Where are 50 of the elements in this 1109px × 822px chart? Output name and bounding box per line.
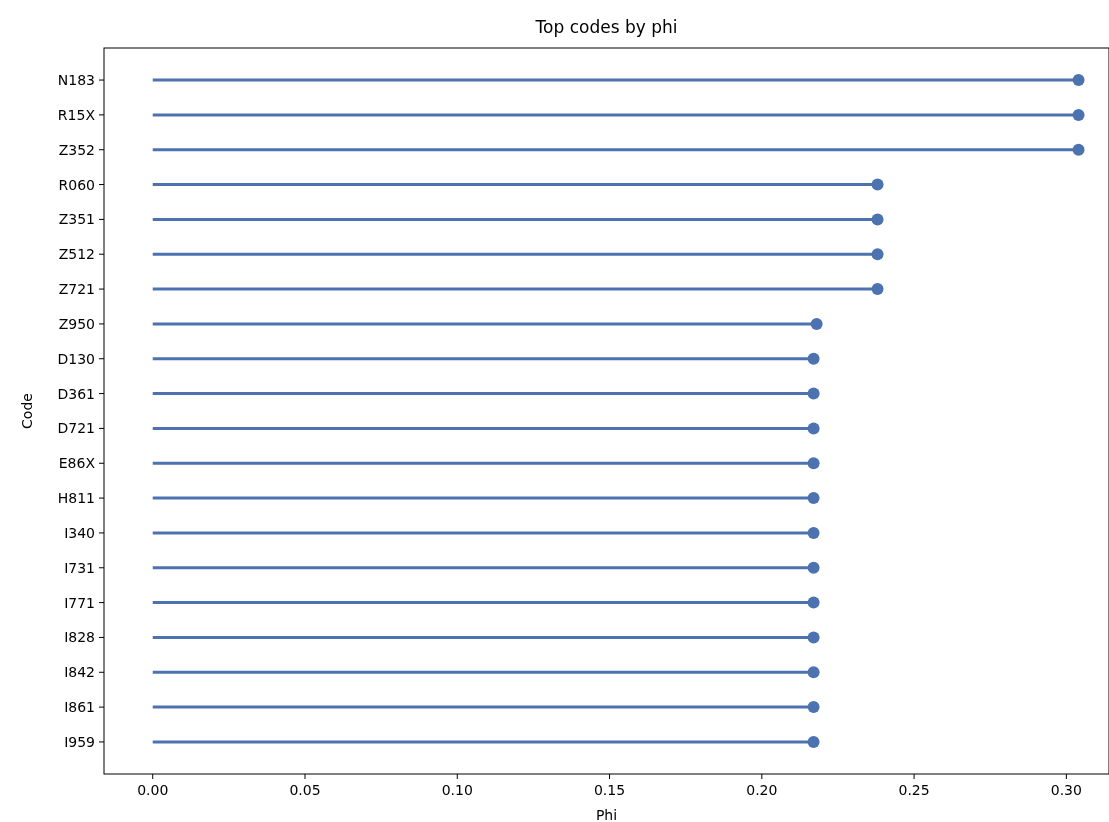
y-tick-label: I959 — [64, 733, 95, 750]
y-tick-label: I340 — [64, 524, 95, 541]
y-tick-label: N183 — [57, 72, 95, 89]
y-tick-label: R15X — [57, 106, 96, 123]
point — [807, 596, 820, 609]
point — [1072, 108, 1085, 121]
y-tick-label: Z721 — [58, 281, 95, 298]
y-tick-label: Z351 — [58, 211, 95, 228]
y-tick-label: D361 — [57, 385, 95, 402]
y-tick-label: D721 — [57, 420, 95, 437]
point — [871, 283, 884, 296]
point — [807, 666, 820, 679]
point — [1072, 74, 1085, 87]
chart-title: Top codes by phi — [534, 17, 678, 37]
x-tick-label: 0.00 — [137, 782, 169, 798]
y-tick-label: H811 — [57, 490, 95, 507]
point — [810, 317, 823, 330]
point — [807, 457, 820, 470]
point — [871, 178, 884, 191]
y-tick-label: I861 — [64, 699, 95, 716]
point — [1072, 143, 1085, 156]
y-tick-label: I731 — [64, 559, 95, 576]
y-tick-label: E86X — [58, 455, 96, 472]
x-tick-label: 0.30 — [1050, 782, 1082, 798]
x-tick-label: 0.25 — [898, 782, 930, 798]
y-tick-label: Z950 — [58, 315, 95, 332]
y-tick-label: D130 — [57, 350, 95, 367]
point — [871, 248, 884, 261]
x-tick-label: 0.10 — [441, 782, 473, 798]
y-axis-title: Code — [19, 393, 35, 429]
x-axis-title: Phi — [595, 807, 618, 822]
y-tick-label: I771 — [64, 594, 95, 611]
x-tick-label: 0.05 — [289, 782, 321, 798]
y-tick-label: I828 — [64, 629, 95, 646]
point — [807, 352, 820, 365]
point — [807, 526, 820, 539]
x-tick-label: 0.20 — [746, 782, 778, 798]
y-tick-label: I842 — [64, 664, 95, 681]
point — [807, 422, 820, 435]
point — [807, 492, 820, 505]
point — [807, 561, 820, 574]
y-tick-label: R060 — [58, 176, 95, 193]
point — [807, 735, 820, 748]
point — [807, 701, 820, 714]
point — [871, 213, 884, 226]
x-tick-label: 0.15 — [593, 782, 626, 798]
y-tick-label: Z352 — [58, 141, 95, 158]
y-tick-label: Z512 — [58, 246, 95, 263]
point — [807, 631, 820, 644]
point — [807, 387, 820, 400]
